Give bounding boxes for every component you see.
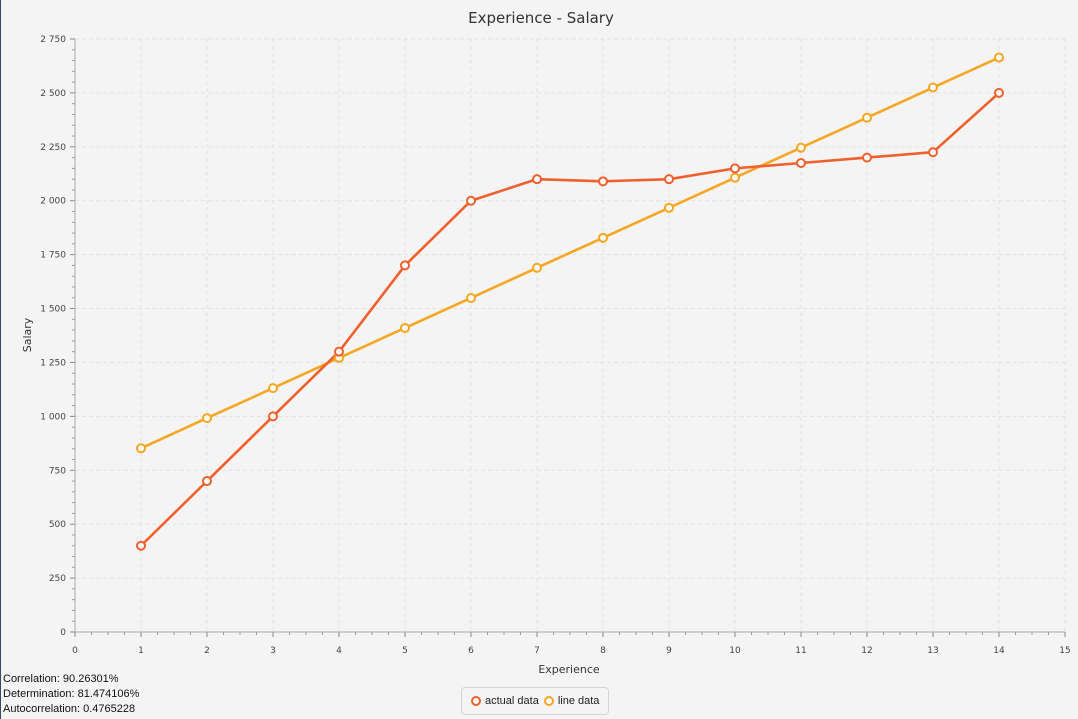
data-point-line-data[interactable] [532, 262, 542, 273]
data-point-actual-data[interactable] [664, 174, 674, 185]
chart-title: Experience - Salary [468, 9, 614, 27]
legend-item-actual-data[interactable]: actual data [471, 695, 539, 707]
y-tick-label: 500 [49, 520, 66, 530]
x-tick-label: 6 [468, 646, 474, 656]
data-point-actual-data[interactable] [598, 176, 608, 187]
x-axis-label: Experience [538, 663, 600, 676]
data-point-line-data[interactable] [202, 413, 212, 424]
data-point-actual-data[interactable] [400, 260, 410, 271]
correlation-text: Correlation: 90.26301% [3, 673, 119, 685]
x-tick-label: 15 [1059, 646, 1070, 656]
y-tick-label: 1 000 [40, 412, 66, 422]
data-point-line-data[interactable] [664, 202, 674, 213]
x-tick-label: 4 [336, 646, 342, 656]
data-point-line-data[interactable] [136, 443, 146, 454]
determination-text: Determination: 81.474106% [3, 688, 140, 700]
x-tick-label: 12 [861, 646, 872, 656]
y-tick-label: 2 000 [40, 197, 66, 207]
data-point-actual-data[interactable] [136, 540, 146, 551]
x-tick-label: 9 [666, 646, 672, 656]
data-point-line-data[interactable] [730, 172, 740, 183]
data-point-actual-data[interactable] [994, 87, 1004, 98]
x-tick-label: 5 [402, 646, 408, 656]
autocorrelation-text: Autocorrelation: 0.4765228 [3, 703, 136, 715]
legend-label-line-data: line data [557, 695, 600, 707]
data-point-line-data[interactable] [400, 322, 410, 333]
data-point-line-data[interactable] [796, 142, 806, 153]
x-tick-label: 1 [138, 646, 144, 656]
data-point-actual-data[interactable] [532, 174, 542, 185]
x-tick-label: 3 [270, 646, 276, 656]
data-point-actual-data[interactable] [730, 163, 740, 174]
data-point-actual-data[interactable] [862, 152, 872, 163]
data-point-actual-data[interactable] [466, 195, 476, 206]
window-left-border [0, 0, 1, 719]
legend-item-line-data[interactable]: line data [543, 695, 600, 707]
y-axis-label: Salary [21, 317, 34, 352]
y-tick-label: 1 750 [40, 251, 66, 261]
data-point-line-data[interactable] [268, 383, 278, 394]
data-point-line-data[interactable] [928, 82, 938, 93]
chart-legend: actual data line data [461, 687, 610, 715]
y-tick-label: 2 500 [40, 89, 66, 99]
y-tick-label: 2 750 [40, 35, 66, 45]
y-tick-label: 1 250 [40, 358, 66, 368]
y-tick-label: 2 250 [40, 143, 66, 153]
x-tick-label: 8 [600, 646, 606, 656]
data-point-actual-data[interactable] [268, 411, 278, 422]
x-tick-label: 10 [729, 646, 741, 656]
x-tick-label: 14 [993, 646, 1005, 656]
legend-label-actual-data: actual data [485, 695, 539, 707]
x-tick-label: 13 [927, 646, 938, 656]
data-point-actual-data[interactable] [202, 476, 212, 487]
data-point-line-data[interactable] [466, 292, 476, 303]
y-tick-label: 750 [49, 466, 66, 476]
series-layer [136, 52, 1004, 551]
data-point-actual-data[interactable] [928, 147, 938, 158]
series-line-actual-data [140, 91, 1000, 547]
data-point-line-data[interactable] [994, 52, 1004, 63]
legend-symbol-actual-data [471, 696, 481, 706]
data-point-actual-data[interactable] [334, 346, 344, 357]
series-line-line-data [140, 56, 1000, 450]
data-point-line-data[interactable] [598, 232, 608, 243]
statistics-panel: Correlation: 90.26301% Determination: 81… [3, 672, 139, 717]
x-tick-label: 7 [534, 646, 540, 656]
grid [75, 38, 1066, 632]
data-point-actual-data[interactable] [796, 157, 806, 168]
x-tick-label: 11 [795, 646, 806, 656]
x-tick-label: 2 [204, 646, 210, 656]
x-tick-label: 0 [72, 646, 78, 656]
y-tick-label: 250 [49, 574, 66, 584]
y-tick-label: 1 500 [40, 305, 66, 315]
data-point-line-data[interactable] [862, 112, 872, 123]
y-tick-label: 0 [60, 628, 66, 638]
legend-symbol-line-data [543, 696, 554, 706]
